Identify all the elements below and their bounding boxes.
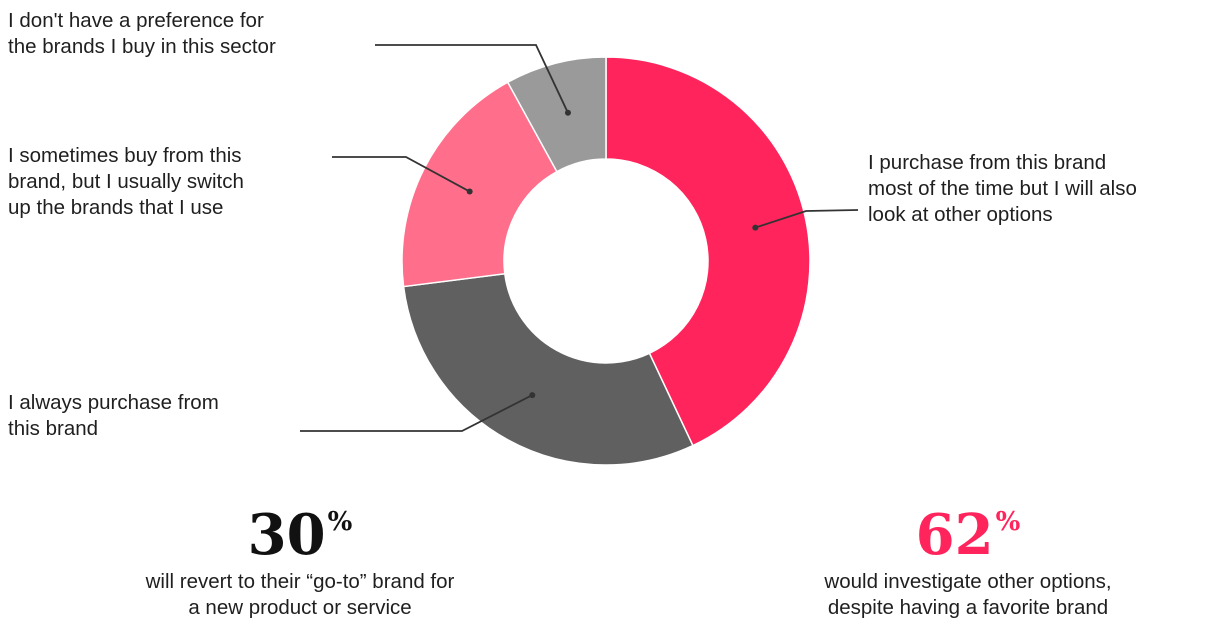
stat-revert-percent: % — [327, 507, 353, 537]
callout-lines — [300, 44, 859, 432]
stat-investigate: 62% would investigate other options, des… — [708, 505, 1218, 621]
stat-revert-description: will revert to their “go-to” brand for a… — [145, 570, 455, 619]
label-always: I always purchase from this brand — [8, 391, 219, 440]
label-no-preference: I don't have a preference for the brands… — [8, 9, 276, 58]
leader-sometimes-dot — [466, 188, 473, 195]
stat-investigate-percent: % — [995, 507, 1021, 537]
leader-no-preference — [375, 44, 569, 114]
stat-investigate-value: 62 — [915, 502, 994, 568]
stat-investigate-description: would investigate other options, despite… — [824, 570, 1112, 619]
leader-most-of-time — [755, 209, 859, 229]
donut-slices — [401, 56, 811, 466]
slice-sometimes — [401, 81, 558, 288]
label-most-of-time: I purchase from this brand most of the t… — [868, 151, 1137, 226]
stat-revert: 30% will revert to their “go-to” brand f… — [40, 505, 560, 621]
leader-no-preference-dot — [564, 109, 571, 116]
slice-most-of-time — [605, 56, 811, 447]
leader-sometimes — [332, 156, 471, 193]
leader-always-dot — [529, 392, 536, 399]
stat-revert-value: 30 — [247, 502, 326, 568]
label-sometimes: I sometimes buy from this brand, but I u… — [8, 144, 244, 219]
slice-always — [402, 272, 694, 466]
leader-always — [300, 394, 533, 432]
slice-no-preference — [506, 56, 607, 173]
leader-most-of-time-dot — [752, 224, 759, 231]
